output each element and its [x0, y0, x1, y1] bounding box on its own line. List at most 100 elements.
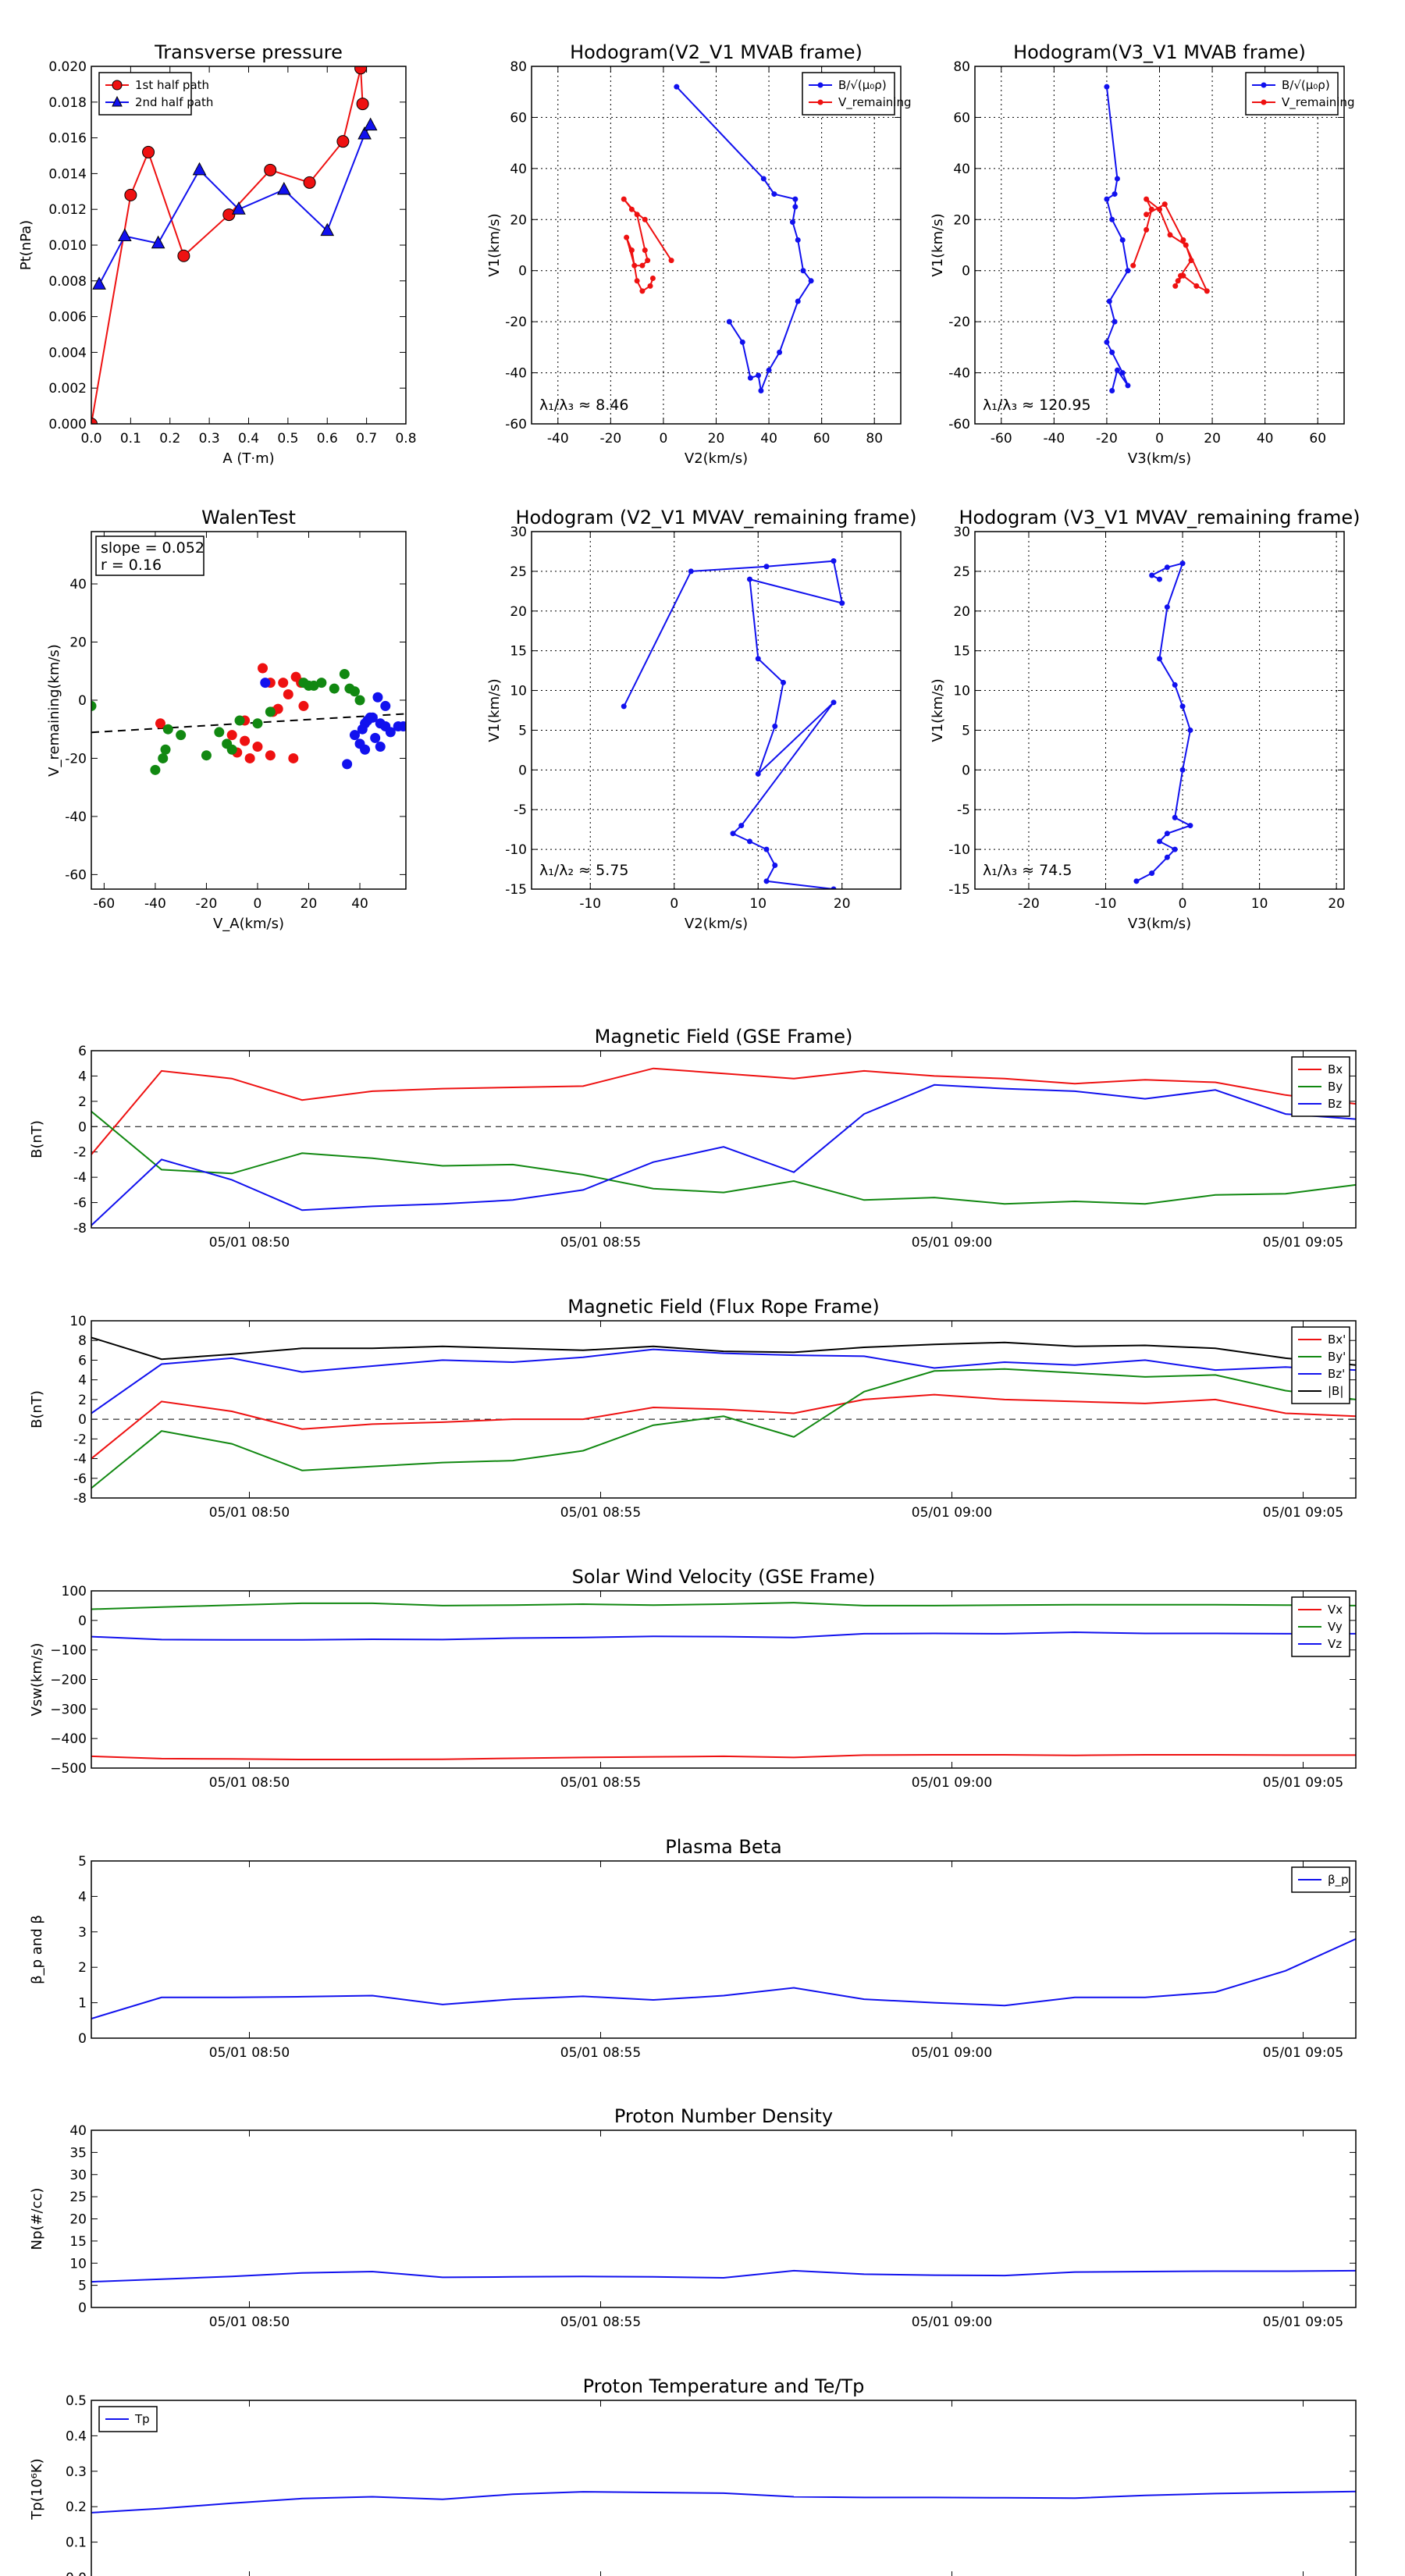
plot-area — [91, 1602, 1356, 1760]
chart-t4: Plasma Beta 05/01 08:50 05/01 08:55 05/01 0… — [29, 1836, 1357, 2061]
scatter-point — [265, 706, 276, 717]
series-0 — [621, 558, 845, 889]
legend-label: Bx — [1328, 1062, 1343, 1076]
data-point — [1180, 272, 1186, 279]
scatter-point — [214, 727, 225, 738]
x-axis: 05/01 08:50 05/01 08:55 05/01 09:00 05/01 0… — [209, 1861, 1343, 2061]
plot-frame — [91, 1320, 1357, 1499]
grid-lines — [975, 531, 1344, 890]
x-tick-label: 05/01 08:55 — [560, 1505, 641, 1521]
data-point — [726, 318, 732, 325]
plot-area — [91, 1937, 1356, 2019]
y-tick-label: 0.012 — [48, 202, 87, 218]
legend-label: Bz — [1328, 1097, 1342, 1111]
series-2nd-half-path — [92, 117, 378, 290]
data-point — [1172, 814, 1178, 820]
scatter-point — [162, 724, 173, 735]
x-tick-label: 05/01 08:55 — [560, 2314, 641, 2330]
x-tick-label: 20 — [1328, 896, 1345, 912]
y-axis-label: β_p and β — [29, 1915, 45, 1984]
legend: B/√(μ₀ρ) V_remaining — [802, 72, 912, 116]
y-tick-label: 0.014 — [48, 166, 87, 182]
chart-title: Proton Number Density — [614, 2105, 833, 2127]
y-tick-label: 20 — [510, 604, 527, 620]
y-tick-label: 0.018 — [48, 95, 87, 111]
series-0 — [91, 2269, 1356, 2283]
data-point — [1125, 382, 1131, 389]
y-tick-label: 30 — [510, 525, 527, 540]
data-point — [277, 181, 291, 195]
x-axis: -60 -40 -20 0 20 40 60 — [991, 66, 1326, 447]
y-tick-label: 0.1 — [66, 2535, 87, 2551]
y-tick-label: 20 — [953, 212, 970, 228]
y-tick-label: 40 — [69, 2123, 87, 2139]
y-tick-label: 40 — [69, 577, 87, 592]
series-b- — [674, 84, 814, 394]
y-tick-label: 100 — [62, 1584, 87, 1599]
y-tick-label: 2 — [78, 1960, 87, 1976]
y-tick-label: 2 — [78, 1094, 87, 1110]
data-point — [772, 862, 778, 868]
scatter-point — [380, 700, 391, 711]
x-tick-label: 60 — [813, 431, 831, 447]
data-point — [649, 276, 656, 282]
x-tick-label: 40 — [760, 431, 777, 447]
y-tick-label: -10 — [948, 842, 970, 858]
series-by — [91, 1111, 1356, 1205]
legend-label: 1st half path — [135, 78, 209, 92]
series-1st-half-path — [91, 66, 369, 424]
y-tick-label: 0.008 — [48, 274, 87, 290]
data-point — [789, 219, 795, 226]
data-point — [1188, 258, 1194, 264]
series-2 — [260, 678, 406, 770]
data-point — [1183, 242, 1189, 248]
data-point — [1114, 176, 1120, 182]
scatter-point — [244, 753, 255, 763]
y-axis-label: Pt(nPa) — [18, 220, 34, 270]
x-axis: -60 -40 -20 0 20 40 — [93, 532, 368, 912]
scatter-point — [370, 732, 381, 743]
y-axis-label: Vsw(km/s) — [29, 1643, 45, 1717]
series-vx — [91, 1754, 1356, 1760]
y-tick-label: -4 — [73, 1170, 87, 1186]
data-point — [800, 268, 806, 274]
data-point — [356, 98, 369, 111]
x-tick-label: 05/01 09:00 — [912, 2314, 992, 2330]
x-tick-label: 05/01 09:00 — [912, 1505, 992, 1521]
legend-label: Vx — [1328, 1603, 1343, 1617]
x-axis-label: A (T·m) — [222, 450, 274, 467]
scatter-point — [329, 683, 340, 694]
data-point — [647, 283, 653, 289]
scatter-point — [354, 695, 365, 706]
eigen-ratio-label: λ₁/λ₃ ≈ 120.95 — [983, 397, 1091, 414]
data-point — [1164, 564, 1170, 571]
plot-frame — [531, 66, 902, 425]
data-point — [1130, 262, 1136, 269]
data-point — [1148, 206, 1154, 212]
scatter-point — [349, 730, 360, 741]
y-axis-label: B(nT) — [29, 1390, 45, 1429]
y-tick-label: 20 — [953, 604, 970, 620]
legend-label: B/√(μ₀ρ) — [838, 78, 887, 92]
series-bz — [91, 1083, 1356, 1226]
y-tick-label: 30 — [69, 2168, 87, 2183]
data-point — [1157, 838, 1162, 845]
chart-title: Plasma Beta — [665, 1836, 781, 1858]
y-tick-label: 6 — [78, 1044, 87, 1059]
y-axis-label: V1(km/s) — [486, 678, 503, 742]
scatter-point — [91, 700, 97, 711]
data-point — [792, 204, 799, 210]
data-point — [1119, 370, 1126, 376]
y-tick-label: 0.016 — [48, 131, 87, 147]
y-tick-label: -60 — [505, 417, 527, 432]
scatter-point — [160, 744, 171, 755]
y-tick-label: 0.2 — [66, 2500, 87, 2515]
chart-title: Magnetic Field (Flux Rope Frame) — [567, 1296, 879, 1318]
legend-label: |B| — [1328, 1384, 1343, 1398]
x-tick-label: 05/01 08:55 — [560, 1235, 641, 1251]
x-tick-label: 10 — [1251, 896, 1268, 912]
x-tick-label: 0.3 — [199, 431, 220, 447]
y-tick-label: 20 — [69, 2212, 87, 2228]
series-tp — [91, 2490, 1356, 2514]
